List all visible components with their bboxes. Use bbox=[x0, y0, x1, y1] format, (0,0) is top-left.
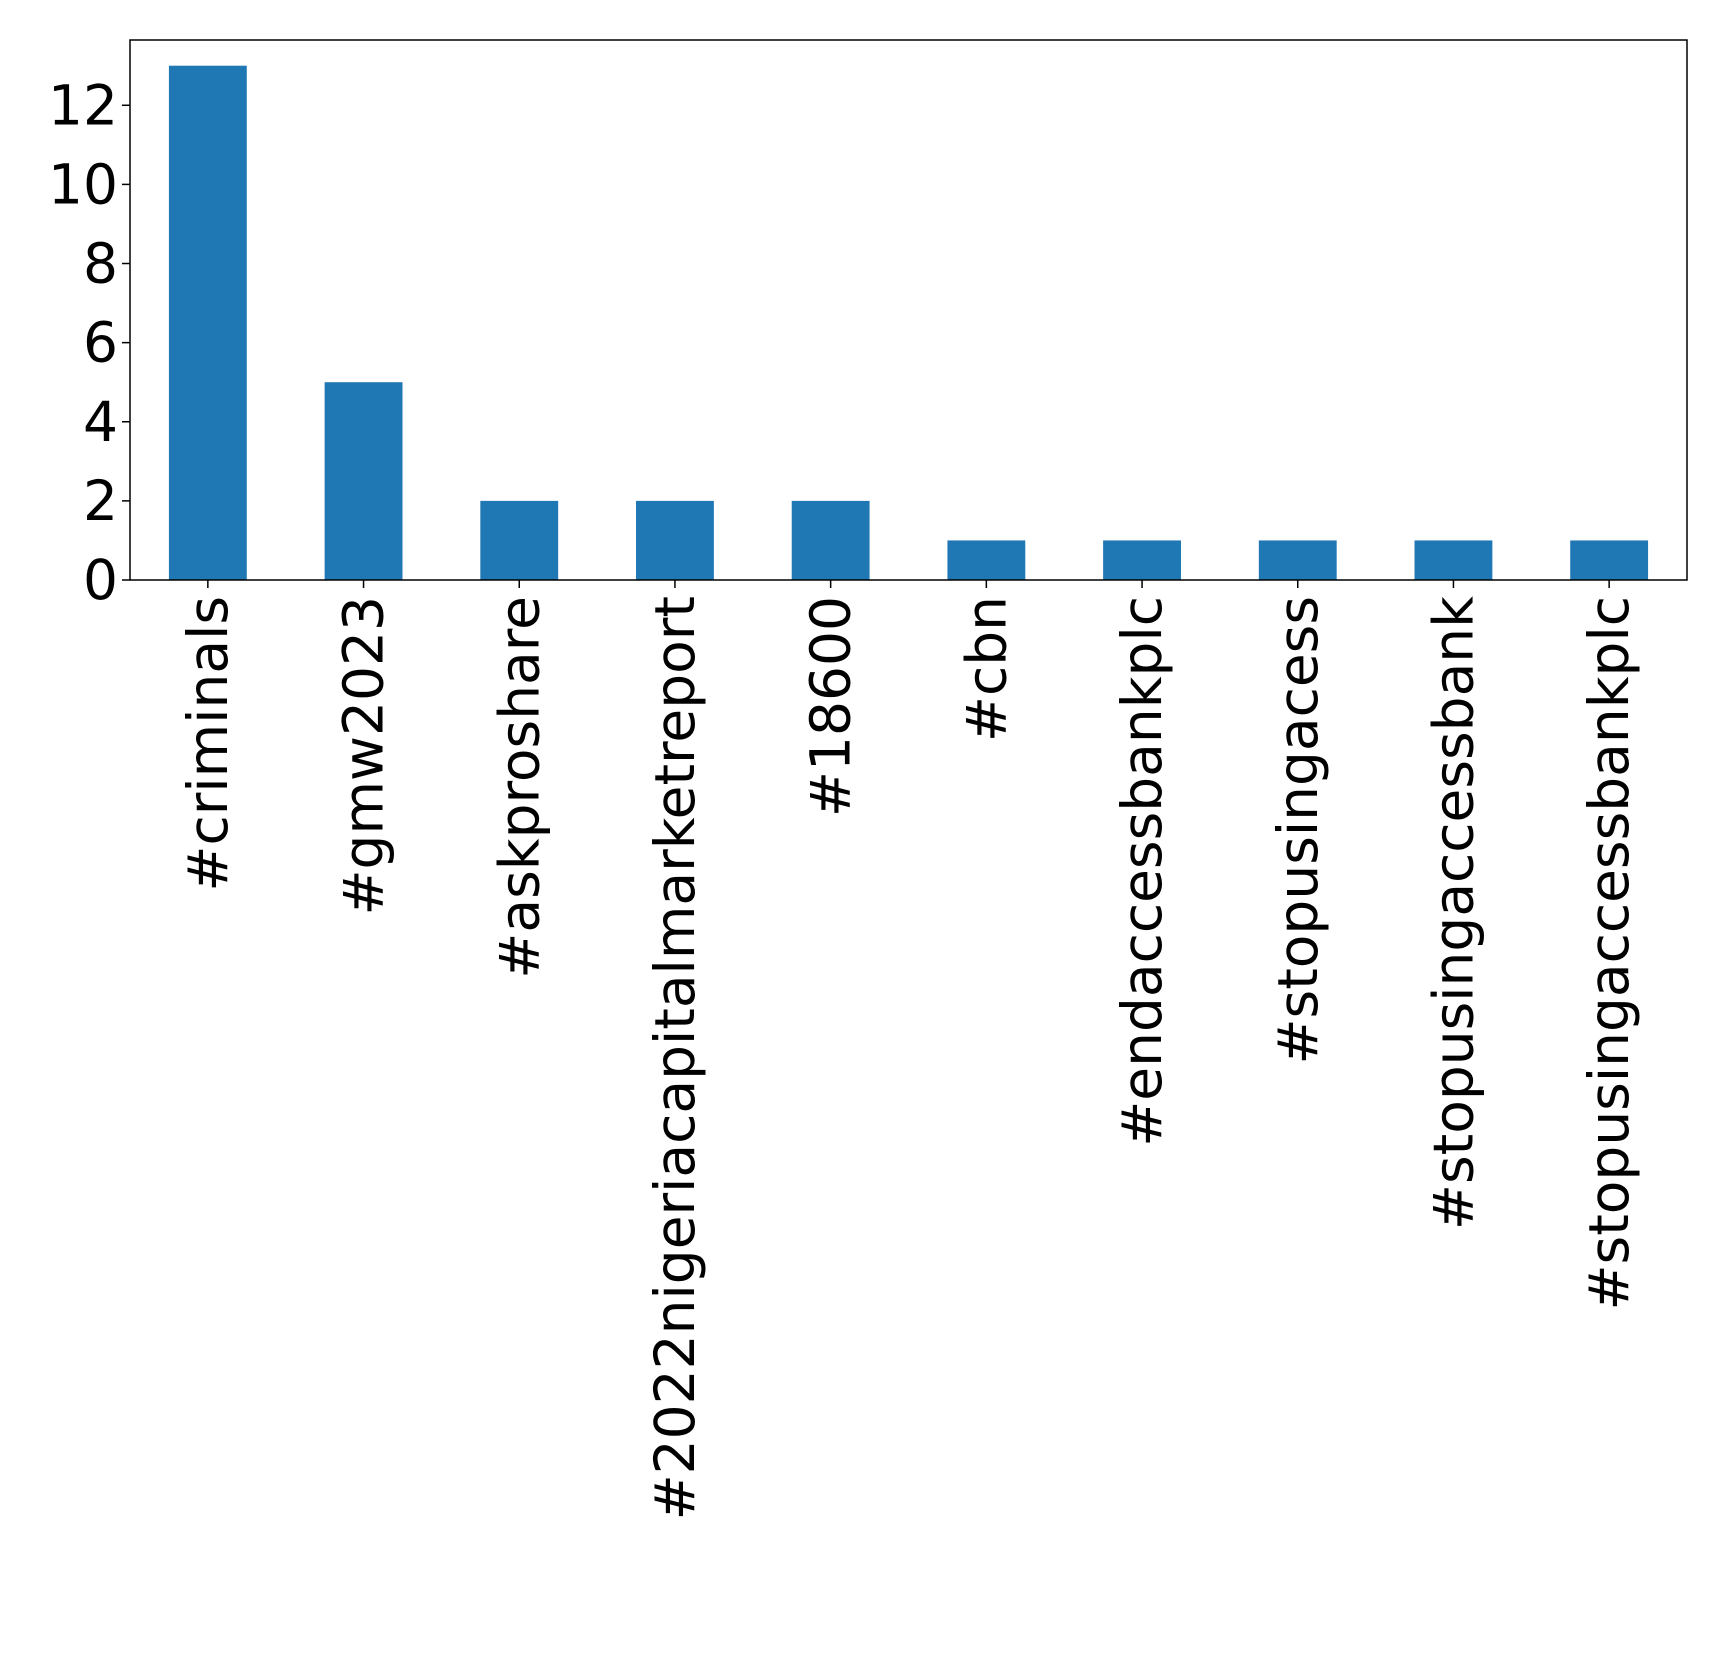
bar bbox=[324, 382, 403, 580]
y-tick-label: 6 bbox=[83, 311, 118, 375]
x-tick-label: #endaccessbankplc bbox=[1110, 596, 1174, 1147]
x-tick-label: #cbn bbox=[954, 596, 1018, 742]
bar bbox=[791, 500, 870, 580]
x-tick-label: #stopusingaccessbank bbox=[1421, 596, 1485, 1230]
x-tick-label: #stopusingaccessbankplc bbox=[1577, 596, 1641, 1311]
x-tick-label: #18600 bbox=[799, 596, 863, 817]
bar bbox=[1258, 540, 1337, 580]
y-tick-label: 12 bbox=[48, 73, 118, 137]
bar bbox=[947, 540, 1026, 580]
bar bbox=[636, 500, 714, 580]
y-axis: 0 2 4 6 8 10 12 bbox=[48, 73, 130, 612]
bar bbox=[1103, 540, 1181, 580]
y-tick-label: 4 bbox=[83, 390, 118, 454]
x-tick-label: #criminals bbox=[176, 596, 240, 892]
bar bbox=[1570, 540, 1649, 580]
y-tick-label: 2 bbox=[83, 469, 118, 533]
x-tick-label: #gmw2023 bbox=[332, 596, 396, 916]
plot-frame bbox=[129, 39, 1688, 581]
y-tick-label: 10 bbox=[48, 152, 118, 216]
bars-group bbox=[168, 65, 1649, 580]
bar bbox=[168, 65, 247, 580]
x-axis: #criminals #gmw2023 #askproshare #2022niger… bbox=[176, 580, 1641, 1520]
x-tick-label: #2022nigeriacapitalmarketreport bbox=[643, 596, 707, 1520]
x-tick-label: #askproshare bbox=[487, 596, 551, 979]
y-tick-label: 0 bbox=[83, 548, 118, 612]
bar bbox=[480, 500, 559, 580]
y-tick-label: 8 bbox=[83, 232, 118, 296]
bar bbox=[1414, 540, 1493, 580]
x-tick-label: #stopusingacess bbox=[1266, 596, 1330, 1065]
